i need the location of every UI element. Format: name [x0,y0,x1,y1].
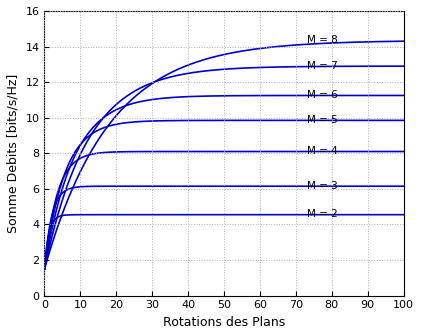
Text: M = 2: M = 2 [306,209,337,219]
Text: M = 7: M = 7 [306,61,337,71]
Text: M = 5: M = 5 [306,115,337,125]
Text: M = 3: M = 3 [306,181,337,191]
Text: M = 4: M = 4 [306,146,337,156]
Text: M = 6: M = 6 [306,90,337,100]
Text: M = 8: M = 8 [306,35,337,45]
X-axis label: Rotations des Plans: Rotations des Plans [163,316,285,329]
Y-axis label: Somme Debits [bits/s/Hz]: Somme Debits [bits/s/Hz] [7,74,20,233]
